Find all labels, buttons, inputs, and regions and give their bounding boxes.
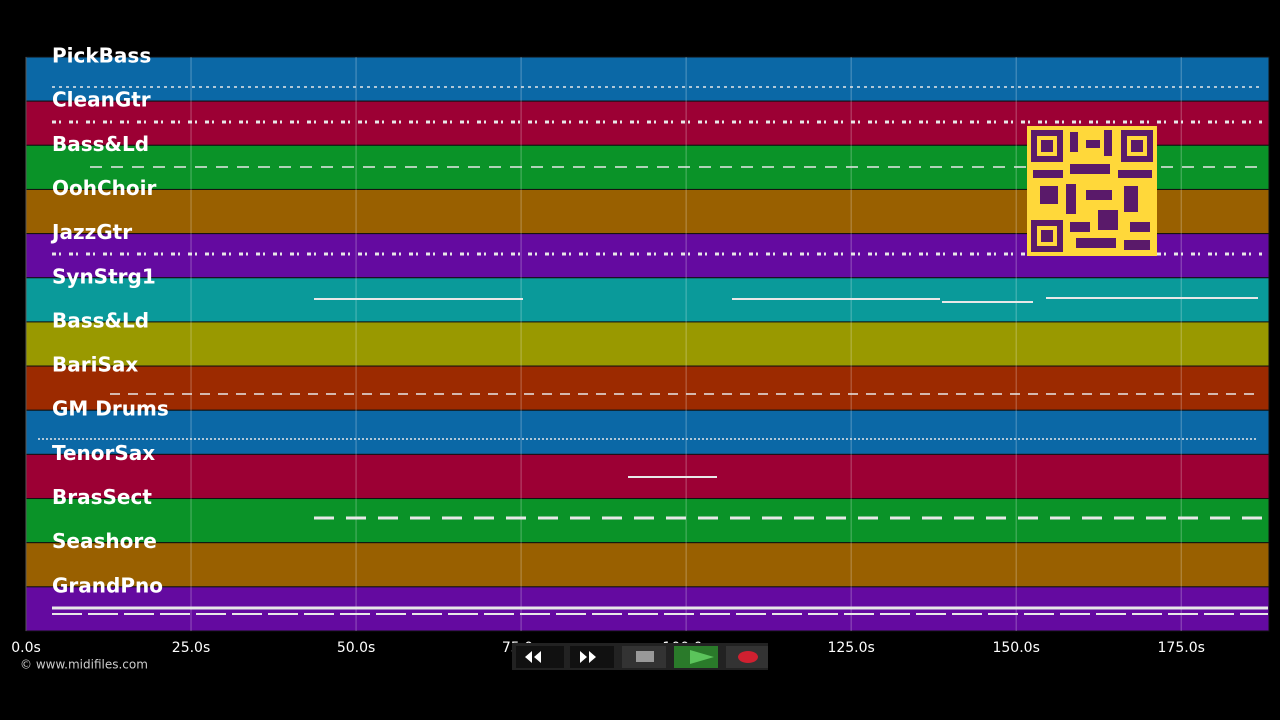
track-label: SynStrg1	[52, 264, 156, 288]
track-labels: PickBass CleanGtr Bass&Ld OohChoir JazzGtr Sy…	[50, 44, 169, 598]
track-label: PickBass	[52, 44, 151, 68]
track-label: GM Drums	[52, 397, 169, 421]
track-band	[25, 365, 1270, 411]
x-tick-label: 0.0s	[11, 640, 41, 656]
track-band	[25, 542, 1270, 588]
track-label: JazzGtr	[50, 220, 132, 244]
copyright: © www.midifiles.com	[20, 658, 148, 672]
track-band	[25, 498, 1270, 544]
track-label: TenorSax	[52, 441, 155, 465]
track-label: Bass&Ld	[52, 308, 149, 332]
track-label: Bass&Ld	[52, 132, 149, 156]
x-tick-label: 50.0s	[337, 640, 375, 656]
track-band	[25, 409, 1270, 455]
x-tick-label: 175.0s	[1158, 640, 1205, 656]
stop-button[interactable]	[622, 646, 666, 668]
track-label: Seashore	[52, 529, 157, 553]
record-button[interactable]	[726, 646, 768, 668]
x-tick-label: 125.0s	[827, 640, 874, 656]
track-band	[25, 321, 1270, 367]
track-label: OohChoir	[52, 176, 156, 200]
track-label: GrandPno	[52, 573, 163, 597]
grid	[25, 57, 1182, 631]
rewind-button[interactable]	[516, 646, 564, 668]
x-tick-label: 150.0s	[992, 640, 1039, 656]
track-label: BariSax	[52, 353, 138, 377]
play-button[interactable]	[674, 646, 718, 668]
track-label: BrasSect	[52, 485, 152, 509]
qr-code	[1027, 126, 1157, 256]
x-tick-label: 25.0s	[172, 640, 210, 656]
track-band	[25, 56, 1270, 102]
track-label: CleanGtr	[52, 88, 151, 112]
forward-button[interactable]	[570, 646, 614, 668]
transport-controls	[512, 643, 768, 670]
track-band	[25, 277, 1270, 323]
